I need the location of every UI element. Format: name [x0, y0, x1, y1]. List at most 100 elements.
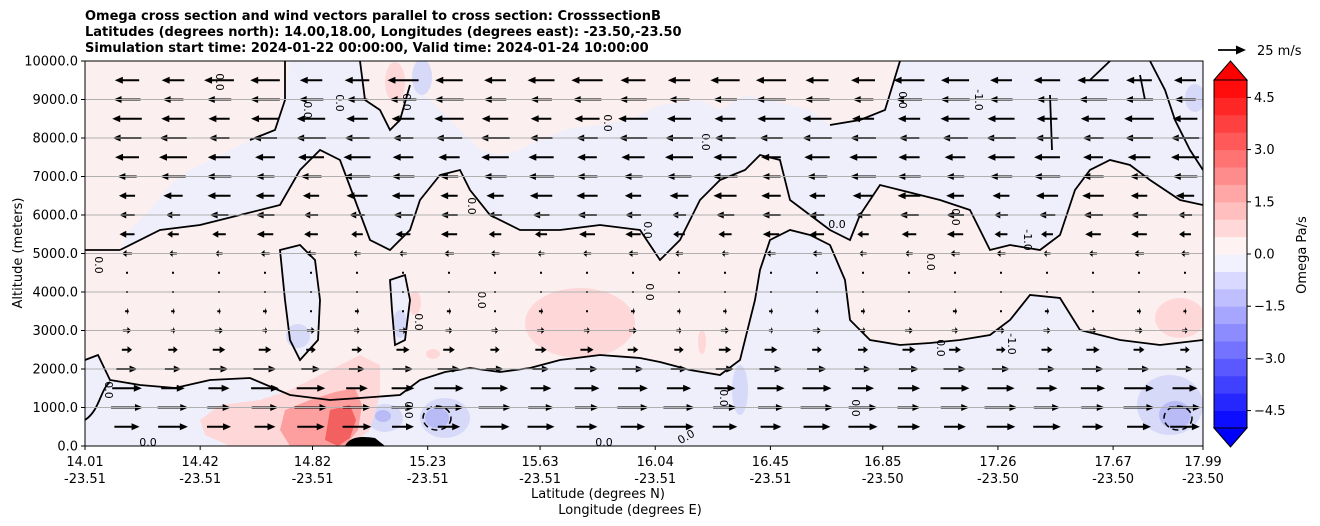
wind-vector	[851, 76, 875, 84]
wind-vector	[208, 115, 230, 123]
wind-vector	[1127, 423, 1151, 431]
wind-vector	[618, 115, 648, 123]
wind-vector	[486, 192, 504, 200]
wind-vector	[805, 76, 829, 84]
wind-vector	[351, 346, 363, 354]
wind-vector	[356, 271, 358, 274]
wind-vector	[992, 192, 1010, 200]
wind-vector	[126, 271, 128, 274]
wind-vector	[574, 384, 600, 392]
wind-vector	[632, 271, 634, 274]
x-tick-label-lat: 15.63	[521, 455, 558, 470]
wind-vector	[1131, 230, 1147, 238]
wind-vector	[618, 384, 648, 392]
wind-vector	[1035, 192, 1059, 200]
x-tick-label-lat: 16.45	[752, 455, 789, 470]
wind-vector	[534, 230, 548, 238]
x-tick-label-lon: -23.51	[634, 472, 676, 487]
contour-label: -1.0	[1005, 333, 1018, 354]
wind-vector	[576, 423, 598, 431]
wind-vector	[1175, 192, 1195, 200]
wind-vector	[757, 115, 785, 123]
wind-vector	[586, 271, 588, 274]
wind-vector	[255, 153, 275, 161]
contour-label: 0.0	[828, 218, 846, 231]
x-tick-label-lon: -23.51	[407, 472, 449, 487]
wind-vector	[1086, 346, 1100, 354]
terrain-shape	[345, 436, 385, 446]
wind-vector	[901, 230, 917, 238]
wind-vector	[527, 76, 555, 84]
wind-vector	[437, 423, 461, 431]
wind-vector	[1136, 307, 1142, 315]
wind-vector	[172, 271, 174, 274]
y-axis-label: Altitude (meters)	[11, 198, 26, 309]
wind-vector	[1179, 230, 1191, 238]
wind-vector	[851, 384, 875, 392]
chart-title-line-3: Simulation start time: 2024-01-22 00:00:…	[85, 41, 649, 56]
colorbar-tick-label: −1.5	[1254, 300, 1286, 315]
wind-vector	[112, 115, 142, 123]
wind-vector	[677, 307, 681, 315]
wind-vector	[620, 76, 646, 84]
wind-vector	[994, 230, 1008, 238]
wind-vector	[480, 423, 510, 431]
y-tick-label: 1000.0	[33, 401, 79, 416]
contour-label: 0.0	[400, 93, 413, 111]
wind-vector	[986, 423, 1016, 431]
wind-vector	[674, 346, 684, 354]
wind-vector	[803, 423, 831, 431]
wind-vector	[488, 230, 502, 238]
wind-vector	[761, 153, 781, 161]
contour-label: 0.0	[139, 436, 157, 449]
wind-vector	[631, 307, 635, 315]
colorbar-segment	[1214, 149, 1247, 168]
wind-vector	[946, 192, 964, 200]
x-tick-label-lon: -23.51	[64, 472, 106, 487]
wind-vector	[897, 115, 921, 123]
wind-vector	[1180, 346, 1190, 354]
contour-label: 0.0	[675, 427, 697, 447]
wind-vector	[1138, 271, 1140, 274]
contour-label: 0.0	[475, 291, 488, 309]
colorbar-extend-max	[1212, 60, 1249, 81]
wind-vector	[769, 307, 773, 315]
contour-label: 0.0	[699, 133, 712, 151]
contour-label: 0.0	[213, 73, 226, 91]
wind-vector	[494, 271, 496, 274]
wind-vector	[577, 153, 597, 161]
colorbar-segment	[1214, 219, 1247, 238]
colorbar-segment	[1214, 254, 1247, 272]
contour-label: 0.0	[92, 256, 105, 274]
wind-vector	[263, 307, 267, 315]
wind-vector	[118, 192, 136, 200]
wind-vector	[673, 230, 685, 238]
wind-vector	[770, 271, 772, 274]
wind-vector	[344, 76, 370, 84]
wind-vector	[713, 192, 737, 200]
wind-vector	[310, 310, 312, 313]
wind-vector	[724, 271, 726, 274]
wind-vector	[816, 271, 818, 274]
positive-omega-strongest	[325, 405, 356, 446]
wind-vector	[762, 230, 780, 238]
wind-vector	[250, 76, 280, 84]
wind-vector	[946, 230, 964, 238]
y-tick-label: 7000.0	[33, 170, 79, 185]
wind-vector	[112, 384, 142, 392]
colorbar-segment	[1214, 167, 1247, 185]
wind-vector	[161, 384, 185, 392]
contour-label: 0.0	[641, 221, 654, 239]
wind-vector	[391, 192, 415, 200]
wind-vector	[434, 384, 464, 392]
wind-vector	[996, 346, 1006, 354]
wind-vector	[161, 115, 185, 123]
wind-vector	[1080, 115, 1106, 123]
wind-vector	[258, 346, 272, 354]
wind-vector	[1046, 271, 1048, 274]
wind-vector	[395, 230, 411, 238]
wind-vector	[802, 115, 832, 123]
x-axis-label-latitude: Latitude (degrees N)	[531, 487, 665, 502]
wind-vector	[1082, 192, 1104, 200]
wind-vector	[944, 423, 966, 431]
